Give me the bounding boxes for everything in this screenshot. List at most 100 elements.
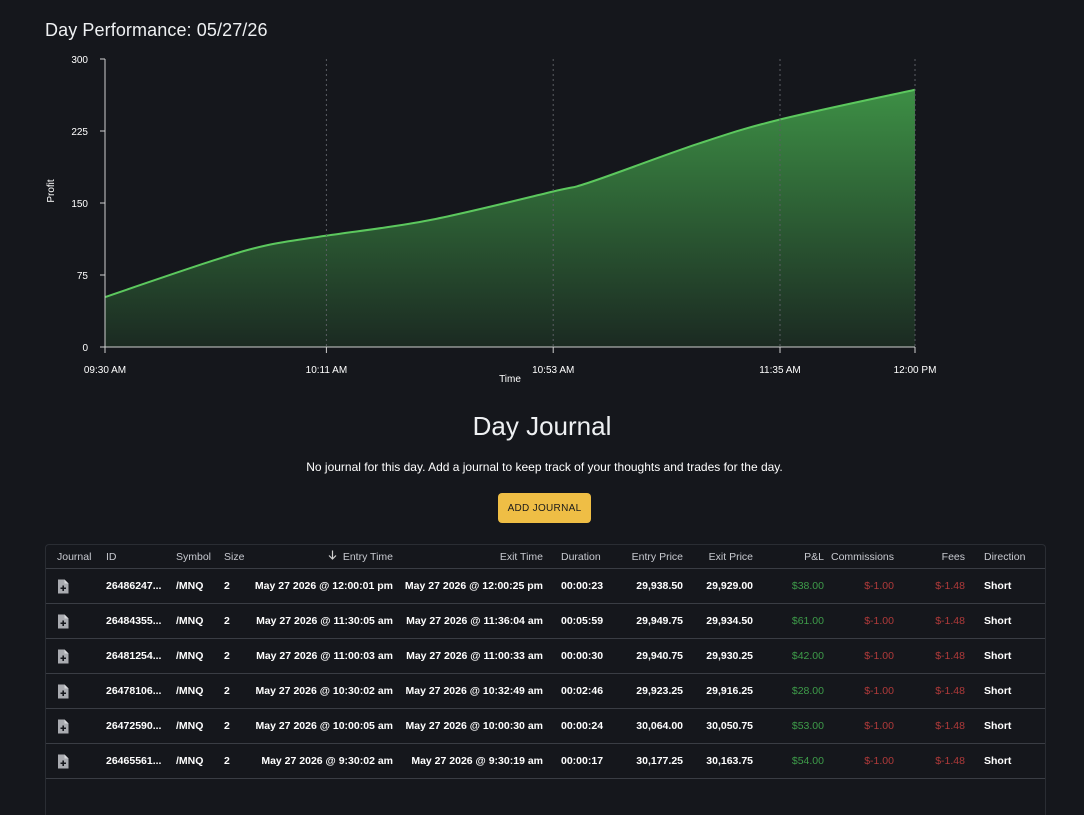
cell-direction: Short [984,755,1012,767]
add-note-icon[interactable] [57,709,97,743]
cell-fees: $-1.48 [935,720,965,732]
y-tick-label: 0 [82,343,88,354]
cell-commissions: $-1.00 [864,685,894,697]
column-header-size[interactable]: Size [224,545,254,568]
cell-trade-id: 26472590... [106,720,162,732]
cell-pnl: $38.00 [791,580,824,592]
y-tick-label: 150 [71,199,88,210]
y-tick-label: 225 [71,127,88,138]
cell-exit-time: May 27 2026 @ 10:00:30 am [405,720,544,732]
cell-pnl: $42.00 [791,650,824,662]
cell-entry-price: 30,064.00 [636,720,683,732]
cell-entry-price: 30,177.25 [636,755,683,767]
column-header-label: Entry Time [342,550,393,563]
cell-pnl: $28.00 [791,685,824,697]
page-title: Day Performance: 05/27/26 [45,20,268,40]
table-row[interactable]: 26484355... /MNQ 2 May 27 2026 @ 11:30:05 a… [46,604,1045,639]
column-header-commissions[interactable]: Commissions [824,545,894,568]
x-tick-label: 11:35 AM [759,365,801,376]
profit-area-fill [105,89,915,347]
column-header-journal-icon[interactable]: Journal [57,545,97,568]
cell-fees: $-1.48 [935,650,965,662]
cell-size: 2 [224,720,230,732]
cell-commissions: $-1.00 [864,615,894,627]
table-row[interactable]: 26486247... /MNQ 2 May 27 2026 @ 12:00:01 p… [46,569,1045,604]
cell-fees: $-1.48 [935,580,965,592]
cell-exit-time: May 27 2026 @ 11:36:04 am [406,615,543,627]
cell-exit-price: 30,163.75 [706,755,753,767]
column-header-label: Symbol [176,550,212,563]
cell-commissions: $-1.00 [864,720,894,732]
trades-table: Journal ID Symbol Size Entry Time Exit Time Du… [45,544,1046,815]
y-axis-title: Profit [46,179,57,203]
cell-duration: 00:00:17 [561,755,604,767]
cell-exit-time: May 27 2026 @ 10:32:49 am [405,685,544,697]
add-note-icon[interactable] [57,569,97,603]
add-note-icon[interactable] [57,674,97,708]
add-note-icon[interactable] [57,639,97,673]
add-note-icon[interactable] [57,744,97,778]
cell-exit-time: May 27 2026 @ 9:30:19 am [411,755,543,767]
table-row[interactable]: 26481254... /MNQ 2 May 27 2026 @ 11:00:03 a… [46,639,1045,674]
column-header-trade-id[interactable]: ID [106,545,176,568]
table-row[interactable]: 26465561... /MNQ 2 May 27 2026 @ 9:30:02 am… [46,744,1045,779]
cell-size: 2 [224,580,230,592]
cell-symbol: /MNQ [176,580,204,592]
column-header-direction[interactable]: Direction [984,545,1039,568]
cell-entry-price: 29,923.25 [636,685,683,697]
cell-entry-time: May 27 2026 @ 10:30:02 am [255,685,394,697]
x-tick-label: 10:53 AM [532,365,574,376]
cell-exit-time: May 27 2026 @ 12:00:25 pm [404,580,543,592]
cell-size: 2 [224,685,230,697]
column-header-label: Size [224,550,245,563]
cell-fees: $-1.48 [935,685,965,697]
column-header-exit-price[interactable]: Exit Price [688,545,753,568]
cell-direction: Short [984,685,1012,697]
journal-empty-message: No journal for this day. Add a journal t… [306,460,783,474]
cell-symbol: /MNQ [176,720,204,732]
cell-exit-price: 29,934.50 [706,615,753,627]
column-header-label: Journal [57,550,92,563]
cell-trade-id: 26465561... [106,755,162,767]
cell-fees: $-1.48 [935,615,965,627]
column-header-entry-time[interactable]: Entry Time [246,545,393,568]
cell-size: 2 [224,650,230,662]
cell-trade-id: 26481254... [106,650,162,662]
column-header-label: Entry Price [631,550,683,563]
cell-exit-price: 30,050.75 [706,720,753,732]
cell-size: 2 [224,755,230,767]
cell-exit-price: 29,930.25 [706,650,753,662]
cell-fees: $-1.48 [935,755,965,767]
column-header-label: Duration [561,550,601,563]
cell-entry-time: May 27 2026 @ 11:00:03 am [256,650,393,662]
column-header-pnl[interactable]: P&L [766,545,824,568]
add-note-icon[interactable] [57,604,97,638]
x-axis-title: Time [499,374,521,385]
cell-direction: Short [984,580,1012,592]
cell-symbol: /MNQ [176,685,204,697]
cell-direction: Short [984,615,1012,627]
arrow-down-icon[interactable] [328,550,337,563]
table-row[interactable]: 26472590... /MNQ 2 May 27 2026 @ 10:00:05 a… [46,709,1045,744]
cell-trade-id: 26486247... [106,580,162,592]
column-header-label: Commissions [830,550,894,563]
column-header-entry-price[interactable]: Entry Price [618,545,683,568]
cell-duration: 00:00:24 [561,720,604,732]
column-header-fees[interactable]: Fees [906,545,965,568]
column-header-symbol[interactable]: Symbol [176,545,221,568]
column-header-label: Exit Time [499,550,543,563]
cell-commissions: $-1.00 [864,650,894,662]
cell-commissions: $-1.00 [864,580,894,592]
column-header-exit-time[interactable]: Exit Time [398,545,543,568]
cell-symbol: /MNQ [176,650,204,662]
column-header-duration[interactable]: Duration [561,545,621,568]
cell-trade-id: 26484355... [106,615,162,627]
column-header-label: P&L [804,550,824,563]
cell-trade-id: 26478106... [106,685,162,697]
cell-direction: Short [984,720,1012,732]
cell-entry-time: May 27 2026 @ 10:00:05 am [255,720,394,732]
cell-entry-price: 29,938.50 [636,580,683,592]
add-journal-button[interactable]: ADD JOURNAL [498,493,591,523]
table-row[interactable]: 26478106... /MNQ 2 May 27 2026 @ 10:30:02 a… [46,674,1045,709]
cell-pnl: $53.00 [791,720,824,732]
